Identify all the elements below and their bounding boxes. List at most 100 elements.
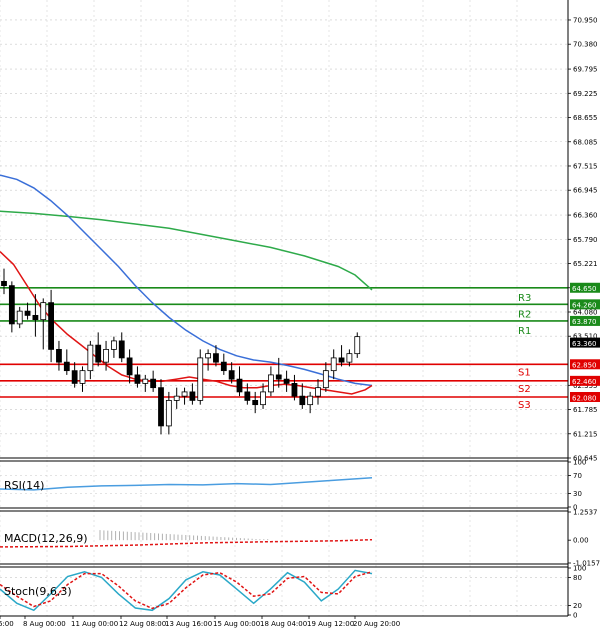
candle	[354, 332, 361, 358]
candle	[111, 336, 117, 358]
candle-body-up	[165, 400, 172, 427]
candle-body-down	[189, 391, 196, 401]
candle-body-down	[244, 391, 251, 401]
candle-body-down	[63, 361, 70, 372]
level-price-tag-r3	[570, 282, 600, 293]
candle-body-down	[299, 395, 306, 406]
stoch-main-line	[0, 569, 373, 612]
candle-body-up	[205, 353, 212, 359]
panel-tick-label: -1.0157	[573, 560, 600, 568]
macd-signal-line	[0, 538, 373, 548]
panel-tick-label: 0.00	[573, 537, 589, 545]
level-name-s1: S1	[518, 367, 531, 378]
candle	[346, 349, 353, 367]
price-tick-label: 67.515	[573, 162, 598, 170]
candle	[150, 370, 157, 392]
panel-tick-label: 0	[573, 612, 577, 620]
price-tick-label: 68.085	[573, 138, 598, 146]
price-tick-label: 63.510	[573, 333, 598, 341]
level-price-text-r3: 64.650	[572, 285, 597, 293]
candle	[126, 349, 133, 384]
candle-body-up	[142, 378, 149, 384]
price-tick-label: 61.785	[573, 406, 598, 414]
candle-body-up	[267, 374, 274, 393]
candles	[1, 268, 361, 435]
candle-body-up	[181, 391, 188, 397]
candle-body-up	[330, 357, 337, 372]
panel-tick-label: 100	[573, 459, 586, 467]
candle	[95, 332, 102, 367]
price-tick-label: 65.790	[573, 236, 598, 244]
level-price-text-s1: 62.850	[572, 362, 597, 370]
candle	[87, 340, 94, 380]
time-tick-label: 11 Aug 00:00	[71, 620, 118, 628]
candle-body-up	[354, 336, 361, 355]
price-tick-label: 60.645	[573, 455, 598, 463]
candle	[244, 383, 251, 405]
candle	[307, 391, 314, 414]
candle-body-down	[338, 357, 345, 363]
time-tick-label: 15 Aug 00:00	[213, 620, 260, 628]
sma-blue-line	[0, 174, 373, 387]
panel-tick-label: 30	[573, 490, 582, 498]
candle	[32, 294, 39, 337]
candle-body-down	[291, 383, 298, 397]
candle-body-down	[56, 348, 62, 363]
candle-body-down	[118, 340, 125, 359]
time-axis: 6:00 8 Aug 00:00 11 Aug 00:00 12 Aug 08:001…	[0, 616, 400, 628]
candle-body-down	[213, 353, 219, 363]
candle	[189, 383, 196, 405]
price-tick-label: 68.655	[573, 114, 598, 122]
time-tick-label: 6:00	[0, 620, 14, 628]
candle-body-down	[32, 314, 39, 321]
candle-body-up	[87, 344, 94, 372]
candle	[8, 281, 15, 333]
candle-body-down	[126, 357, 133, 376]
candle	[118, 332, 125, 363]
candle	[16, 306, 23, 329]
rsi-label: RSI(14)	[4, 479, 44, 492]
panel-tick-label: 1.2537	[573, 509, 598, 517]
candle-body-down	[275, 374, 282, 380]
candle	[283, 370, 290, 392]
candle	[260, 383, 266, 409]
candle-body-up	[79, 370, 86, 384]
level-price-text-r1: 63.870	[572, 318, 597, 326]
level-name-r3: R3	[518, 293, 531, 304]
panel-tick-label: 70	[573, 472, 582, 480]
price-tick-label: 65.221	[573, 260, 598, 268]
candle	[79, 366, 86, 392]
candle-body-up	[40, 302, 47, 321]
candle-body-down	[71, 370, 78, 384]
candle-body-up	[315, 387, 321, 397]
level-price-tag-s2	[570, 375, 600, 386]
time-tick-label: 19 Aug 12:00	[307, 620, 354, 628]
price-tick-label: 69.795	[573, 66, 598, 74]
price-tick-label: 69.225	[573, 90, 598, 98]
time-tick-label: 13 Aug 16:00	[165, 620, 212, 628]
candle-body-down	[158, 387, 164, 427]
candle	[158, 379, 164, 435]
candle	[71, 362, 78, 388]
price-tick-label: 66.360	[573, 212, 598, 220]
candle-body-up	[173, 395, 180, 401]
time-tick-label: 18 Aug 04:00	[260, 620, 307, 628]
candle-body-down	[228, 370, 235, 380]
candle-body-up	[111, 340, 117, 350]
pivot-level-labels: R3 64.650 R2 64.260 R1 63.870 S1 62.850 S2 62.460…	[518, 282, 600, 411]
candle	[322, 362, 329, 392]
level-price-tag-s3	[570, 392, 600, 403]
candle	[315, 379, 321, 405]
level-name-s3: S3	[518, 400, 531, 411]
candle-body-up	[307, 395, 314, 406]
candle	[173, 387, 180, 409]
candle-body-down	[95, 344, 102, 363]
candle-body-up	[16, 310, 23, 325]
candle-body-down	[252, 400, 259, 406]
macd-label: MACD(12,26,9)	[4, 532, 88, 545]
stoch-label: Stoch(9,6,3)	[4, 585, 72, 598]
